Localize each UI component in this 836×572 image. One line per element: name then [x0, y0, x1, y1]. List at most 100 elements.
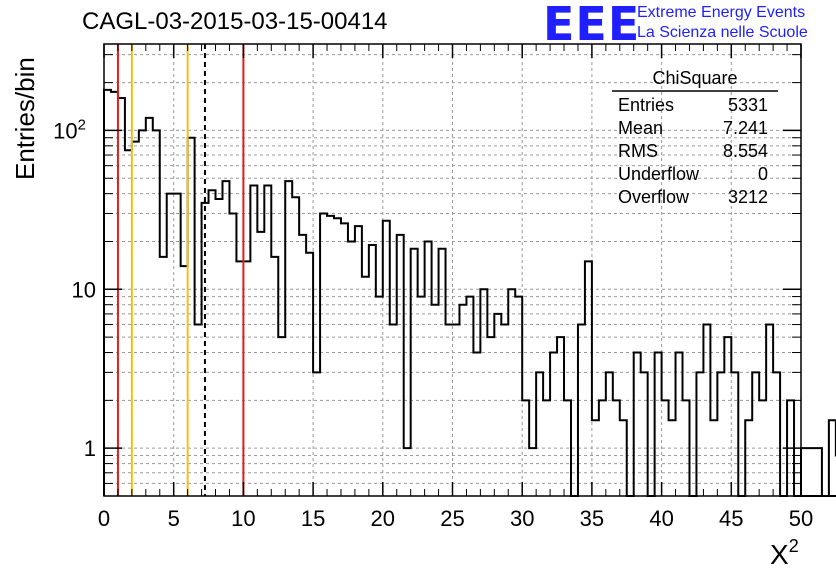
- histogram-bin: [390, 325, 397, 496]
- histogram-bin: [299, 235, 306, 496]
- histogram-bin: [676, 353, 683, 496]
- stats-title: ChiSquare: [652, 68, 737, 88]
- y-tick-label: 102: [53, 116, 86, 143]
- histogram-bin: [801, 448, 808, 496]
- histogram-bin: [181, 266, 188, 496]
- x-tick-label: 15: [301, 506, 325, 531]
- stats-label: RMS: [618, 141, 658, 161]
- histogram-bin: [271, 257, 278, 496]
- histogram-bin: [257, 232, 264, 496]
- histogram-bin: [229, 214, 236, 496]
- histogram-bin: [578, 325, 585, 496]
- histogram-bin: [487, 337, 494, 496]
- histogram-bin: [745, 420, 752, 496]
- histogram-bin: [132, 142, 139, 496]
- histogram-bin: [313, 372, 320, 496]
- histogram-bin: [264, 186, 271, 496]
- histogram-bin: [418, 297, 425, 496]
- histogram-bin: [209, 190, 216, 496]
- histogram-bin: [480, 289, 487, 496]
- histogram-bin: [829, 420, 836, 496]
- chart-title: CAGL-03-2015-03-15-00414: [82, 8, 388, 35]
- histogram-bin: [473, 353, 480, 496]
- histogram-line: [103, 88, 836, 497]
- histogram-bin: [453, 325, 460, 496]
- x-tick-label: 50: [789, 506, 813, 531]
- histogram-bin: [104, 90, 111, 496]
- x-tick-label: 5: [168, 506, 180, 531]
- histogram-bin: [174, 194, 181, 496]
- histogram-bin: [703, 325, 710, 496]
- histogram-bin: [515, 297, 522, 496]
- histogram-bin: [766, 325, 773, 496]
- histogram-bin: [669, 420, 676, 496]
- histogram-bin: [146, 118, 153, 496]
- histogram-bin: [501, 325, 508, 496]
- x-tick-label: 0: [98, 506, 110, 531]
- histogram-bin: [153, 130, 160, 496]
- x-tick-label: 10: [231, 506, 255, 531]
- histogram-bin: [592, 420, 599, 496]
- histogram-bin: [557, 337, 564, 496]
- histogram-bin: [508, 289, 515, 496]
- histogram-bin: [292, 197, 299, 496]
- x-tick-label: 20: [371, 506, 395, 531]
- histogram-bin: [717, 372, 724, 496]
- histogram-bin: [696, 372, 703, 496]
- histogram-bin: [376, 297, 383, 496]
- histogram-bin: [397, 235, 404, 496]
- histogram-bin: [278, 337, 285, 496]
- histogram-bin: [125, 150, 132, 496]
- y-tick-label: 10: [72, 277, 96, 302]
- histogram-bin: [815, 448, 822, 496]
- histogram-bin: [285, 181, 292, 496]
- histogram-bin: [222, 181, 229, 496]
- histogram-bin: [655, 353, 662, 496]
- histogram-bin: [536, 372, 543, 496]
- x-tick-label: 30: [510, 506, 534, 531]
- histogram-bin: [139, 130, 146, 496]
- logo-line-2: La Scienza nelle Scuole: [637, 24, 808, 41]
- histogram-bin: [195, 325, 202, 496]
- histogram-bin: [620, 420, 627, 496]
- stats-value: 8.554: [723, 141, 768, 161]
- histogram-bin: [334, 218, 341, 496]
- histogram-bin: [327, 216, 334, 496]
- histogram-bin: [320, 214, 327, 496]
- y-tick-label: 1: [84, 436, 96, 461]
- histogram-bin: [348, 241, 355, 496]
- histogram-bin: [446, 325, 453, 496]
- histogram-bin: [550, 353, 557, 496]
- histogram-bin: [634, 353, 641, 496]
- histogram-bin: [369, 245, 376, 496]
- histogram-bin: [710, 420, 717, 496]
- histogram-bin: [111, 92, 118, 496]
- histogram-bin: [724, 337, 731, 496]
- histogram-bin: [250, 186, 257, 496]
- histogram-bin: [425, 241, 432, 496]
- histogram-bin: [641, 372, 648, 496]
- histogram-bin: [808, 448, 815, 496]
- eee-logo: EEE: [543, 0, 641, 51]
- x-tick-label: 40: [649, 506, 673, 531]
- x-tick-label: 25: [440, 506, 464, 531]
- stats-label: Underflow: [618, 164, 700, 184]
- logo-line-1: Extreme Energy Events: [637, 4, 806, 21]
- histogram-bin: [167, 194, 174, 496]
- x-tick-label: 35: [580, 506, 604, 531]
- histogram-bin: [383, 221, 390, 496]
- stats-label: Mean: [618, 118, 663, 138]
- x-tick-label: 45: [719, 506, 743, 531]
- histogram-bin: [160, 257, 167, 496]
- stats-value: 0: [758, 164, 768, 184]
- histogram-bin: [731, 372, 738, 496]
- stats-value: 3212: [728, 187, 768, 207]
- histogram-bin: [752, 372, 759, 496]
- histogram-bin: [773, 372, 780, 496]
- stats-value: 5331: [728, 95, 768, 115]
- stats-label: Entries: [618, 95, 674, 115]
- stats-label: Overflow: [618, 187, 690, 207]
- x-axis-label: X2: [770, 536, 799, 570]
